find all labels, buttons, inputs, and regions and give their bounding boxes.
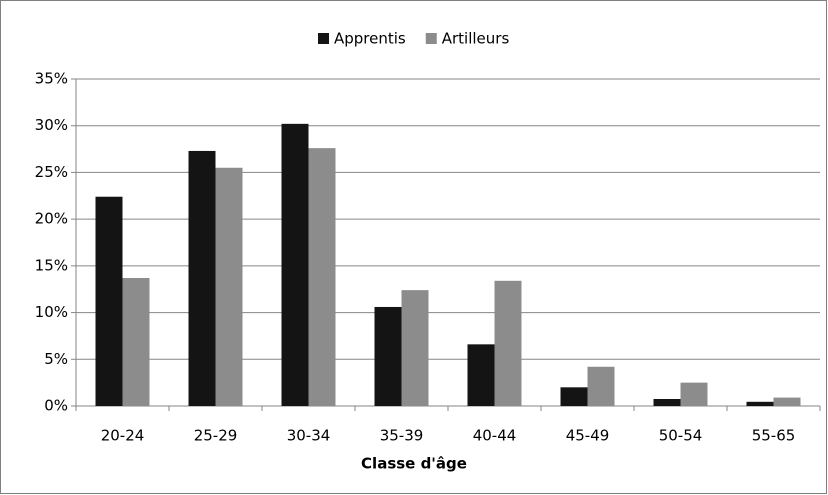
y-tick-label: 35%	[35, 70, 68, 88]
x-tick-label: 55-65	[752, 427, 796, 445]
y-tick-label: 5%	[44, 350, 68, 368]
bar	[773, 397, 801, 406]
bar	[122, 278, 150, 406]
y-tick-label: 15%	[35, 256, 68, 274]
legend-label: Artilleurs	[442, 30, 510, 48]
bar	[746, 401, 774, 406]
legend-swatch	[318, 33, 329, 44]
bar	[95, 196, 123, 406]
x-tick-label: 45-49	[566, 427, 610, 445]
y-tick-label: 10%	[35, 303, 68, 321]
bar	[215, 167, 243, 406]
bar	[467, 344, 495, 406]
bar	[560, 387, 588, 406]
bar	[188, 150, 216, 406]
y-tick-label: 25%	[35, 163, 68, 181]
bar	[494, 280, 522, 406]
bar	[587, 366, 615, 406]
bar	[401, 290, 429, 406]
y-tick-label: 0%	[44, 397, 68, 415]
x-axis-title: Classe d'âge	[361, 455, 467, 473]
bar	[308, 148, 336, 406]
bar	[680, 382, 708, 406]
y-tick-label: 30%	[35, 116, 68, 134]
x-tick-label: 35-39	[380, 427, 424, 445]
x-tick-label: 20-24	[101, 427, 145, 445]
bar	[281, 123, 309, 407]
legend-swatch	[425, 33, 437, 44]
bar	[374, 306, 402, 406]
x-tick-label: 25-29	[194, 427, 238, 445]
bar	[653, 398, 681, 406]
x-tick-label: 40-44	[473, 427, 517, 445]
x-tick-label: 50-54	[659, 427, 703, 445]
x-tick-label: 30-34	[287, 427, 331, 445]
legend-label: Apprentis	[334, 30, 406, 48]
y-tick-label: 20%	[35, 210, 68, 228]
